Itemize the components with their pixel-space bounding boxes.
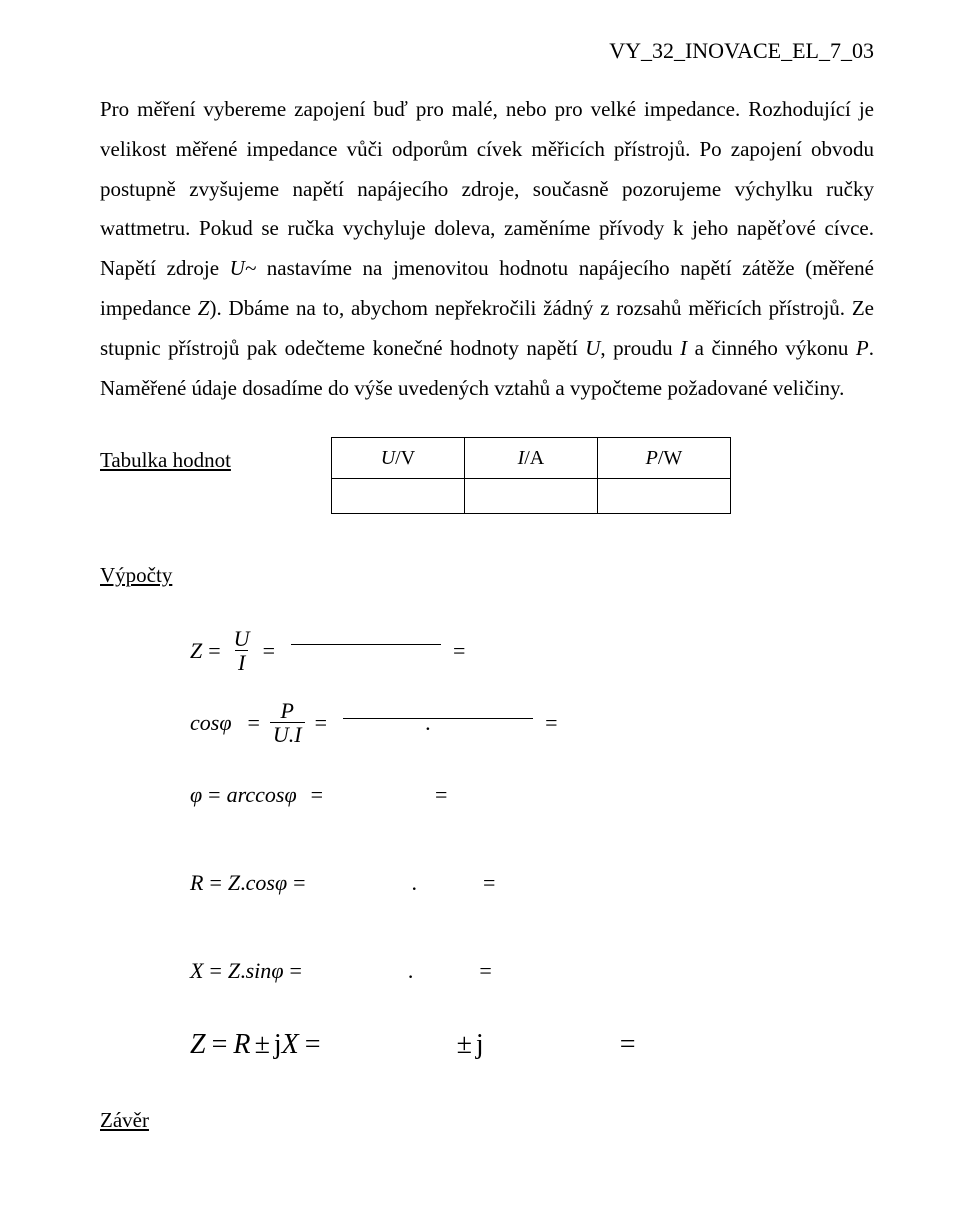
calc-block: Z = U I = = cosφ = P U.I = . =: [190, 626, 874, 1071]
var-u: U: [585, 336, 600, 360]
body-paragraph: Pro měření vybereme zapojení buď pro mal…: [100, 90, 874, 409]
eq: =: [435, 774, 447, 816]
cell-p: [597, 478, 730, 513]
var-x: X: [282, 1018, 299, 1071]
num: P: [278, 699, 297, 722]
eq: =: [289, 950, 301, 992]
calc-phi: φ = arccosφ = =: [190, 770, 874, 820]
var-p: P: [856, 336, 869, 360]
lbl-arccos: arccos: [227, 774, 285, 816]
eq: =: [315, 702, 327, 744]
calc-heading: Výpočty: [100, 556, 874, 596]
calc-r: R = Z.cosφ = . =: [190, 858, 874, 908]
cell-i: [464, 478, 597, 513]
var-r: R: [233, 1018, 250, 1071]
var-z: Z: [190, 1018, 206, 1071]
blank-bar: [291, 644, 441, 645]
para-text: Pro měření vybereme zapojení buď pro mal…: [100, 97, 874, 281]
calc-x: X = Z.sinφ = . =: [190, 946, 874, 996]
eq: =: [620, 1018, 636, 1071]
frac-p-over-ui: P U.I: [270, 699, 305, 746]
den: I: [235, 650, 248, 674]
var-z: Z: [228, 862, 240, 904]
var-phi: φ: [284, 774, 296, 816]
eq: =: [208, 774, 220, 816]
blank-bar-with-dot: .: [333, 702, 539, 744]
var-phi: φ: [271, 950, 283, 992]
var-phi: φ: [190, 774, 202, 816]
col-unit: /W: [658, 447, 682, 469]
dot: .: [425, 702, 431, 744]
eq: =: [483, 862, 495, 904]
eq: =: [263, 630, 275, 672]
table-row-section: Tabulka hodnot U/V I/A P/W: [100, 437, 874, 514]
eq: =: [479, 950, 491, 992]
eq: =: [248, 702, 260, 744]
var-r: R: [190, 862, 203, 904]
var-phi: φ: [275, 862, 287, 904]
lbl-cos: cos: [190, 702, 219, 744]
eq: =: [209, 862, 221, 904]
header-code: VY_32_INOVACE_EL_7_03: [100, 30, 874, 72]
den: U.I: [270, 722, 305, 746]
var-u-tilde: U~: [230, 256, 257, 280]
j-unit: j: [476, 1018, 484, 1071]
var-x: X: [190, 950, 203, 992]
table-heading: Tabulka hodnot: [100, 437, 231, 481]
col-i: I/A: [464, 437, 597, 478]
lbl-sin: sin: [246, 950, 272, 992]
eq: =: [311, 774, 323, 816]
dot: .: [408, 950, 414, 992]
eq: =: [212, 1018, 228, 1071]
eq: =: [209, 950, 221, 992]
calc-z-complex: Z = R ± jX = ± j =: [190, 1018, 874, 1071]
var-z: Z: [228, 950, 240, 992]
col-var: P: [646, 447, 658, 469]
data-table: U/V I/A P/W: [331, 437, 731, 514]
blank-bar: [343, 718, 533, 719]
dot: .: [412, 862, 418, 904]
table-data-row: [331, 478, 730, 513]
eq: =: [545, 702, 557, 744]
eq: =: [453, 630, 465, 672]
para-text: , proudu: [600, 336, 680, 360]
para-text: a činného výkonu: [687, 336, 856, 360]
col-p: P/W: [597, 437, 730, 478]
var-phi: φ: [219, 702, 231, 744]
table-header-row: U/V I/A P/W: [331, 437, 730, 478]
var-z: Z: [190, 630, 202, 672]
eq: =: [208, 630, 220, 672]
j-unit: j: [274, 1018, 282, 1071]
calc-z: Z = U I = =: [190, 626, 874, 676]
var-z: Z: [198, 296, 210, 320]
pm: ±: [254, 1018, 269, 1071]
cell-u: [331, 478, 464, 513]
eq: =: [305, 1018, 321, 1071]
col-unit: /V: [395, 447, 415, 469]
col-unit: /A: [524, 447, 544, 469]
col-var: U: [381, 447, 395, 469]
zaver-heading: Závěr: [100, 1101, 874, 1141]
lbl-cos: cos: [246, 862, 275, 904]
document-page: VY_32_INOVACE_EL_7_03 Pro měření vyberem…: [0, 0, 960, 1230]
eq: =: [293, 862, 305, 904]
num: U: [231, 627, 253, 650]
col-u: U/V: [331, 437, 464, 478]
pm: ±: [457, 1018, 472, 1071]
frac-u-over-i: U I: [231, 627, 253, 674]
calc-cosphi: cosφ = P U.I = . =: [190, 698, 874, 748]
